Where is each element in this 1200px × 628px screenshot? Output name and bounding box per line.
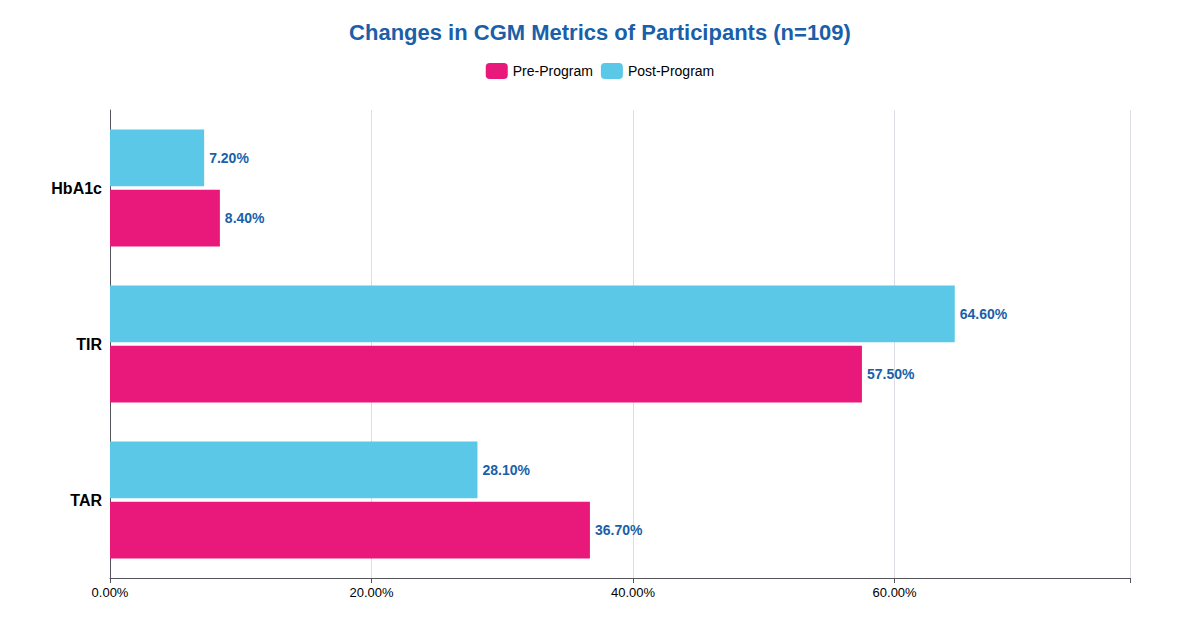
svg-text:TIR: TIR xyxy=(76,336,102,353)
svg-text:7.20%: 7.20% xyxy=(209,150,249,166)
svg-text:8.40%: 8.40% xyxy=(225,210,265,226)
svg-text:20.00%: 20.00% xyxy=(349,585,394,600)
svg-text:HbA1c: HbA1c xyxy=(51,180,102,197)
svg-text:36.70%: 36.70% xyxy=(595,522,643,538)
svg-text:Post-Program: Post-Program xyxy=(628,63,714,79)
svg-text:64.60%: 64.60% xyxy=(960,306,1008,322)
svg-text:28.10%: 28.10% xyxy=(482,462,530,478)
svg-text:57.50%: 57.50% xyxy=(867,366,915,382)
svg-text:0.00%: 0.00% xyxy=(92,585,129,600)
svg-text:Changes in CGM Metrics of Part: Changes in CGM Metrics of Participants (… xyxy=(349,20,851,45)
svg-text:40.00%: 40.00% xyxy=(611,585,656,600)
svg-text:Pre-Program: Pre-Program xyxy=(513,63,593,79)
svg-text:TAR: TAR xyxy=(70,492,102,509)
svg-text:60.00%: 60.00% xyxy=(873,585,918,600)
